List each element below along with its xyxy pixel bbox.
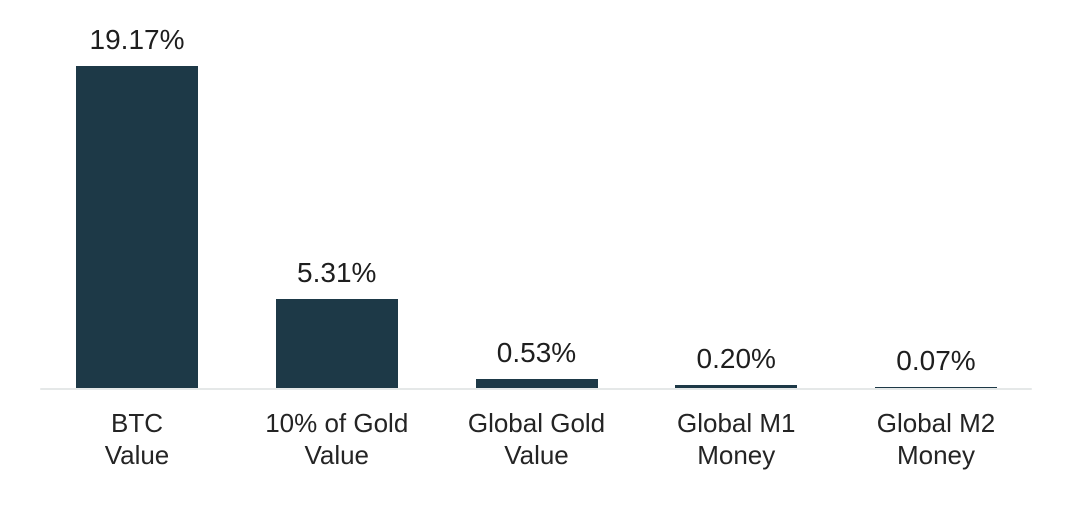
bar-value-label: 0.20% <box>696 342 776 374</box>
bar-value-label: 19.17% <box>89 24 185 55</box>
bar-value-label: 5.31% <box>297 256 377 288</box>
bar-value-label: 0.53% <box>496 337 577 369</box>
category-label: Global M2 Money <box>876 408 996 470</box>
bar-column: 5.31% <box>227 0 447 388</box>
category-label: BTC Value <box>104 408 170 470</box>
bar <box>675 384 798 388</box>
x-axis-line <box>40 388 1032 390</box>
category-label: Global Gold Value <box>467 408 606 470</box>
bar-column: 0.20% <box>626 0 846 388</box>
bar <box>475 379 598 388</box>
bar <box>275 298 398 388</box>
bar <box>875 386 997 388</box>
category-label: Global M1 Money <box>677 408 796 470</box>
bar-column: 19.17% <box>27 0 247 388</box>
bar-value-label: 0.07% <box>896 344 976 376</box>
category-label: 10% of Gold Value <box>265 408 409 470</box>
bar <box>76 66 198 388</box>
bar-column: 0.53% <box>427 0 647 388</box>
bar-column: 0.07% <box>826 0 1046 388</box>
